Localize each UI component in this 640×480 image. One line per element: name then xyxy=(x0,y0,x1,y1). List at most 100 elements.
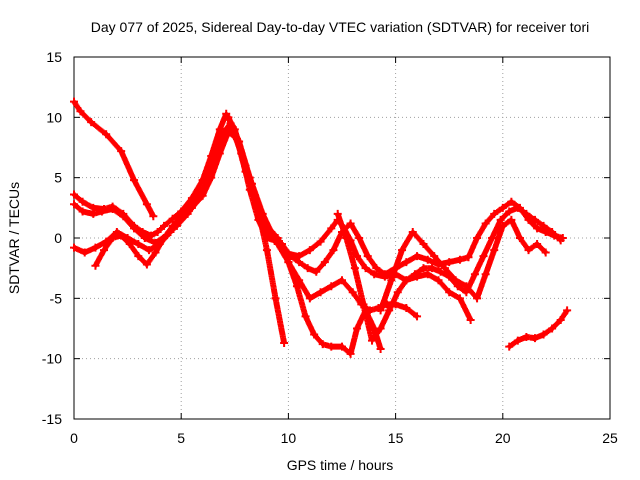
y-tick-label: 0 xyxy=(54,230,62,246)
data-point xyxy=(267,227,276,236)
data-point xyxy=(481,270,490,279)
data-point xyxy=(440,264,449,273)
data-point xyxy=(464,253,473,262)
data-point xyxy=(295,258,304,267)
data-point xyxy=(78,207,87,216)
data-point xyxy=(327,224,336,233)
data-point xyxy=(533,224,542,233)
data-point xyxy=(87,118,96,127)
data-point xyxy=(286,252,295,261)
y-tick-label: -5 xyxy=(50,290,63,306)
data-point xyxy=(462,282,471,291)
data-point xyxy=(376,306,385,315)
data-point xyxy=(470,270,479,279)
x-axis-label: GPS time / hours xyxy=(287,457,394,473)
data-point xyxy=(149,212,158,221)
data-point xyxy=(108,234,117,242)
data-point xyxy=(505,207,514,216)
data-point xyxy=(295,276,304,285)
data-point xyxy=(262,246,271,255)
data-point xyxy=(76,107,85,116)
data-point xyxy=(320,258,329,267)
data-point xyxy=(522,209,531,218)
y-tick-label: 15 xyxy=(46,49,62,65)
data-point xyxy=(70,190,78,199)
data-point xyxy=(428,264,437,273)
data-point xyxy=(80,248,89,257)
data-point xyxy=(556,236,565,245)
data-point xyxy=(277,240,286,249)
data-point xyxy=(355,234,364,242)
data-point xyxy=(329,246,338,255)
series-arc-9 xyxy=(505,306,572,351)
data-point xyxy=(119,212,128,221)
y-tick-label: 5 xyxy=(54,170,62,186)
data-point xyxy=(466,316,475,325)
x-tick-label: 15 xyxy=(388,430,404,446)
data-point xyxy=(402,303,411,312)
x-tick-label: 25 xyxy=(602,430,618,446)
data-point xyxy=(445,288,454,297)
data-point xyxy=(353,324,362,333)
data-point xyxy=(262,234,271,242)
x-tick-label: 20 xyxy=(495,430,511,446)
data-point xyxy=(151,248,160,257)
data-point xyxy=(312,267,321,276)
data-point xyxy=(78,197,87,206)
data-point xyxy=(430,252,439,261)
data-point xyxy=(130,224,139,233)
data-point xyxy=(100,246,109,255)
data-point xyxy=(376,324,385,333)
data-point xyxy=(515,234,524,242)
data-point xyxy=(436,267,445,276)
data-point xyxy=(481,219,490,228)
data-point xyxy=(473,234,482,242)
data-point xyxy=(318,340,327,349)
x-tick-label: 5 xyxy=(177,430,185,446)
data-point xyxy=(376,345,385,354)
data-point xyxy=(338,342,346,351)
data-point xyxy=(488,234,497,242)
data-point xyxy=(258,209,267,218)
data-point xyxy=(419,240,428,249)
data-point xyxy=(194,191,203,200)
data-point xyxy=(455,255,464,264)
y-axis-label: SDTVAR / TECUs xyxy=(6,182,22,294)
data-point xyxy=(434,276,443,285)
data-point xyxy=(215,125,224,134)
data-point xyxy=(507,197,516,206)
data-point xyxy=(513,203,522,212)
data-point xyxy=(368,336,377,345)
data-point xyxy=(102,130,111,139)
data-point xyxy=(533,240,542,249)
data-point xyxy=(70,243,78,252)
data-point xyxy=(305,294,314,303)
chart-title: Day 077 of 2025, Sidereal Day-to-day VTE… xyxy=(91,19,590,35)
series-arc-8 xyxy=(376,215,550,315)
x-tick-label: 0 xyxy=(70,430,78,446)
data-point xyxy=(239,155,248,164)
data-point xyxy=(346,349,355,358)
data-point xyxy=(423,255,432,264)
data-point xyxy=(168,221,177,230)
data-point xyxy=(177,212,186,221)
data-point xyxy=(563,306,572,315)
data-point xyxy=(490,246,499,255)
data-point xyxy=(338,276,346,285)
data-point xyxy=(524,246,533,255)
data-point xyxy=(202,178,211,187)
data-point xyxy=(398,246,407,255)
data-point xyxy=(301,312,310,321)
data-point xyxy=(160,234,169,242)
data-point xyxy=(117,231,126,240)
data-point xyxy=(134,240,143,249)
data-point xyxy=(380,270,389,279)
data-point xyxy=(455,294,464,303)
data-point xyxy=(530,215,539,224)
data-point xyxy=(185,200,194,209)
data-point xyxy=(413,252,422,261)
series-arc-1 xyxy=(70,97,158,221)
data-point xyxy=(496,215,505,224)
data-point xyxy=(541,248,550,257)
